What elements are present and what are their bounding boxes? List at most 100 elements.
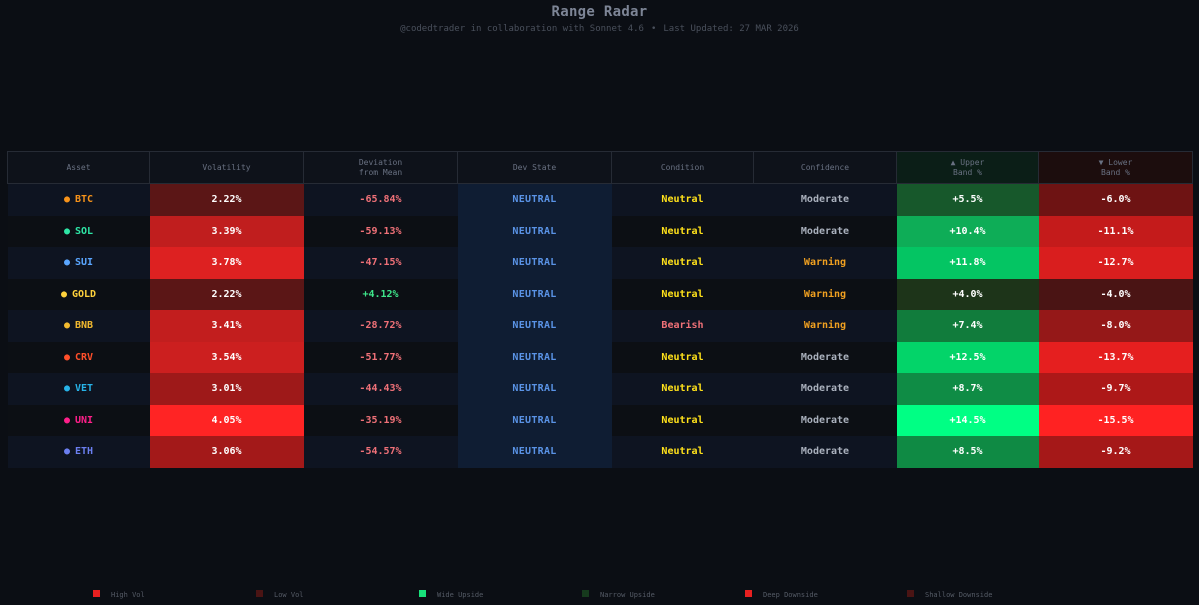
legend-item: Low Vol	[256, 589, 304, 601]
upper-band-cell: +5.5%	[896, 183, 1039, 216]
table-row[interactable]: ● VET 3.01% -44.43% NEUTRAL Neutral Moderate +8…	[7, 373, 1193, 405]
deviation-cell: -35.19%	[303, 404, 458, 436]
confidence-cell: Moderate	[753, 436, 897, 468]
legend-label: Wide Upside	[437, 591, 484, 599]
col-header-condition[interactable]: Condition	[611, 151, 754, 184]
asset-symbol: BNB	[74, 320, 94, 332]
lower-band-cell: -8.0%	[1038, 310, 1193, 342]
asset-cell: ● BNB	[7, 310, 150, 342]
dev-state-cell: NEUTRAL	[457, 247, 612, 279]
asset-cell: ● ETH	[7, 436, 150, 468]
col-header-deviation[interactable]: Deviation from Mean	[303, 151, 458, 184]
asset-dot-icon: ●	[63, 194, 70, 206]
table-row[interactable]: ● BTC 2.22% -65.84% NEUTRAL Neutral Moderate +5…	[7, 183, 1193, 216]
upper-band-cell: +10.4%	[896, 215, 1039, 247]
col-header-volatility[interactable]: Volatility	[149, 151, 304, 184]
lower-band-cell: -15.5%	[1038, 404, 1193, 436]
col-header-asset[interactable]: Asset	[7, 151, 150, 184]
asset-symbol: UNI	[74, 414, 94, 426]
asset-dot-icon: ●	[63, 351, 70, 363]
table-row[interactable]: ● SUI 3.78% -47.15% NEUTRAL Neutral Warning +11…	[7, 247, 1193, 279]
table-header-row: Asset Volatility Deviation from Mean Dev …	[7, 151, 1193, 184]
dev-state-cell: NEUTRAL	[457, 183, 612, 216]
dev-state-cell: NEUTRAL	[457, 436, 612, 468]
table-row[interactable]: ● SOL 3.39% -59.13% NEUTRAL Neutral Moderate +1…	[7, 215, 1193, 247]
table-row[interactable]: ● ETH 3.06% -54.57% NEUTRAL Neutral Moderate +8…	[7, 436, 1193, 468]
col-header-dev-state[interactable]: Dev State	[457, 151, 612, 184]
legend-swatch-icon	[745, 589, 752, 597]
lower-band-cell: -13.7%	[1038, 341, 1193, 373]
asset-symbol: ETH	[74, 446, 94, 458]
volatility-cell: 4.05%	[149, 404, 304, 436]
page-title: Range Radar	[551, 4, 648, 20]
asset-dot-icon: ●	[63, 383, 70, 395]
asset-cell: ● CRV	[7, 341, 150, 373]
deviation-cell: -54.57%	[303, 436, 458, 468]
table-row[interactable]: ● CRV 3.54% -51.77% NEUTRAL Neutral Moderate +1…	[7, 341, 1193, 373]
lower-band-cell: -12.7%	[1038, 247, 1193, 279]
asset-cell: ● UNI	[7, 404, 150, 436]
volatility-cell: 3.39%	[149, 215, 304, 247]
confidence-cell: Moderate	[753, 341, 897, 373]
lower-band-cell: -6.0%	[1038, 183, 1193, 216]
legend-item: Narrow Upside	[582, 589, 655, 601]
confidence-cell: Warning	[753, 278, 897, 310]
asset-dot-icon: ●	[63, 225, 70, 237]
asset-dot-icon: ●	[63, 414, 70, 426]
legend-label: Low Vol	[274, 591, 304, 599]
confidence-cell: Warning	[753, 310, 897, 342]
dev-state-cell: NEUTRAL	[457, 341, 612, 373]
asset-dot-icon: ●	[63, 257, 70, 269]
legend-swatch-icon	[582, 589, 589, 597]
asset-symbol: CRV	[74, 351, 94, 363]
condition-cell: Neutral	[611, 341, 754, 373]
asset-cell: ● SOL	[7, 215, 150, 247]
volatility-cell: 3.54%	[149, 341, 304, 373]
legend-swatch-icon	[93, 589, 100, 597]
condition-cell: Neutral	[611, 247, 754, 279]
subtitle-credit: @codedtrader in collaboration with Sonne…	[400, 24, 644, 34]
table-row[interactable]: ● GOLD 2.22% +4.12% NEUTRAL Neutral Warning +4.…	[7, 278, 1193, 310]
volatility-cell: 2.22%	[149, 278, 304, 310]
subtitle-updated: Last Updated: 27 MAR 2026	[663, 24, 799, 34]
asset-symbol: SOL	[74, 225, 94, 237]
legend-item: Deep Downside	[745, 589, 818, 601]
lower-band-cell: -4.0%	[1038, 278, 1193, 310]
asset-dot-icon: ●	[63, 446, 70, 458]
lower-band-cell: -9.2%	[1038, 436, 1193, 468]
legend-item: Shallow Downside	[907, 589, 992, 601]
confidence-cell: Moderate	[753, 404, 897, 436]
deviation-cell: -59.13%	[303, 215, 458, 247]
col-header-lower-band[interactable]: ▼ Lower Band %	[1038, 151, 1193, 184]
condition-cell: Bearish	[611, 310, 754, 342]
legend-label: Narrow Upside	[600, 591, 655, 599]
col-header-confidence[interactable]: Confidence	[753, 151, 897, 184]
confidence-cell: Moderate	[753, 215, 897, 247]
asset-symbol: SUI	[74, 257, 94, 269]
condition-cell: Neutral	[611, 183, 754, 216]
legend-item: Wide Upside	[419, 589, 483, 601]
volatility-cell: 3.01%	[149, 373, 304, 405]
asset-cell: ● VET	[7, 373, 150, 405]
lower-band-cell: -9.7%	[1038, 373, 1193, 405]
legend-label: Deep Downside	[763, 591, 818, 599]
table-row[interactable]: ● BNB 3.41% -28.72% NEUTRAL Bearish Warning +7.…	[7, 310, 1193, 342]
upper-band-cell: +11.8%	[896, 247, 1039, 279]
dev-state-cell: NEUTRAL	[457, 215, 612, 247]
volatility-cell: 3.41%	[149, 310, 304, 342]
col-header-upper-band[interactable]: ▲ Upper Band %	[896, 151, 1039, 184]
volatility-cell: 3.78%	[149, 247, 304, 279]
page-subtitle: @codedtrader in collaboration with Sonne…	[0, 24, 1199, 34]
upper-band-cell: +4.0%	[896, 278, 1039, 310]
upper-band-cell: +8.5%	[896, 436, 1039, 468]
lower-band-cell: -11.1%	[1038, 215, 1193, 247]
dev-state-cell: NEUTRAL	[457, 310, 612, 342]
confidence-cell: Moderate	[753, 183, 897, 216]
asset-dot-icon: ●	[63, 320, 70, 332]
asset-symbol: BTC	[74, 194, 94, 206]
volatility-cell: 3.06%	[149, 436, 304, 468]
table-row[interactable]: ● UNI 4.05% -35.19% NEUTRAL Neutral Moderate +1…	[7, 404, 1193, 436]
dev-state-cell: NEUTRAL	[457, 278, 612, 310]
upper-band-cell: +14.5%	[896, 404, 1039, 436]
asset-dot-icon: ●	[60, 288, 67, 300]
